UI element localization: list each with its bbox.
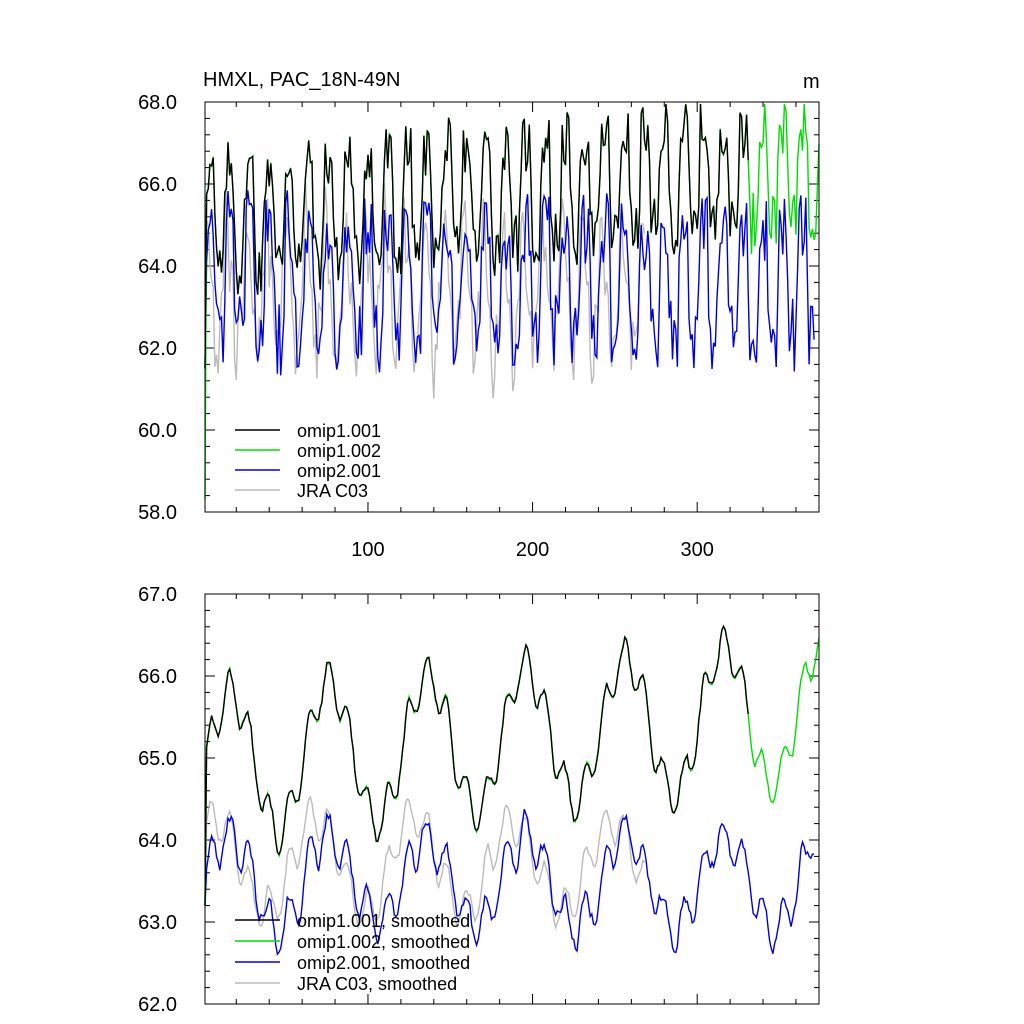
y-tick-label: 68.0 — [138, 92, 177, 114]
top-legend: omip1.001 omip1.002 omip2.001 JRA C03 — [235, 421, 381, 501]
top-panel-frame — [204, 101, 820, 513]
y-tick-label: 60.0 — [138, 420, 177, 442]
legend-label-omip2-001-smoothed: omip2.001, smoothed — [297, 953, 470, 973]
legend-label-omip1-002-smoothed: omip1.002, smoothed — [297, 932, 470, 952]
top-panel: HMXL, PAC_18N-49N m 58.0 60.0 62.0 64.0 66.0… — [138, 69, 820, 561]
y-tick-label: 67.0 — [138, 584, 177, 606]
series-line-omip1-001-smoothed — [204, 624, 749, 906]
top-panel-units: m — [803, 71, 820, 93]
y-tick-label: 66.0 — [138, 174, 177, 196]
series-line-omip1-002-smoothed — [204, 625, 820, 906]
legend-label-jra-c03: JRA C03 — [297, 481, 368, 501]
y-tick-label: 58.0 — [138, 502, 177, 524]
series-line-omip2-001 — [204, 190, 815, 376]
y-tick-label: 62.0 — [138, 338, 177, 360]
bottom-legend: omip1.001, smoothed omip1.002, smoothed … — [235, 911, 470, 994]
legend-label-jra-c03-smoothed: JRA C03, smoothed — [297, 974, 457, 994]
series-line-omip1-001 — [204, 103, 749, 369]
y-tick-label: 64.0 — [138, 256, 177, 278]
legend-label-omip1-001-smoothed: omip1.001, smoothed — [297, 911, 470, 931]
y-tick-label: 63.0 — [138, 912, 177, 934]
y-tick-label: 62.0 — [138, 994, 177, 1016]
top-panel-title: HMXL, PAC_18N-49N — [203, 69, 400, 91]
legend-label-omip1-001: omip1.001 — [297, 421, 381, 441]
y-tick-label: 66.0 — [138, 666, 177, 688]
x-tick-label: 200 — [516, 539, 549, 561]
legend-label-omip1-002: omip1.002 — [297, 441, 381, 461]
y-tick-label: 64.0 — [138, 830, 177, 852]
y-tick-label: 65.0 — [138, 748, 177, 770]
series-line-omip2-001-smoothed — [204, 808, 815, 956]
legend-label-omip2-001: omip2.001 — [297, 461, 381, 481]
bottom-panel: 62.0 63.0 64.0 65.0 66.0 67.0 omip1.001, smoo… — [138, 584, 820, 1016]
bottom-panel-frame — [204, 593, 820, 1005]
x-tick-label: 100 — [351, 539, 384, 561]
series-line-jra-c03-smoothed — [204, 795, 646, 930]
x-tick-label: 300 — [681, 539, 714, 561]
